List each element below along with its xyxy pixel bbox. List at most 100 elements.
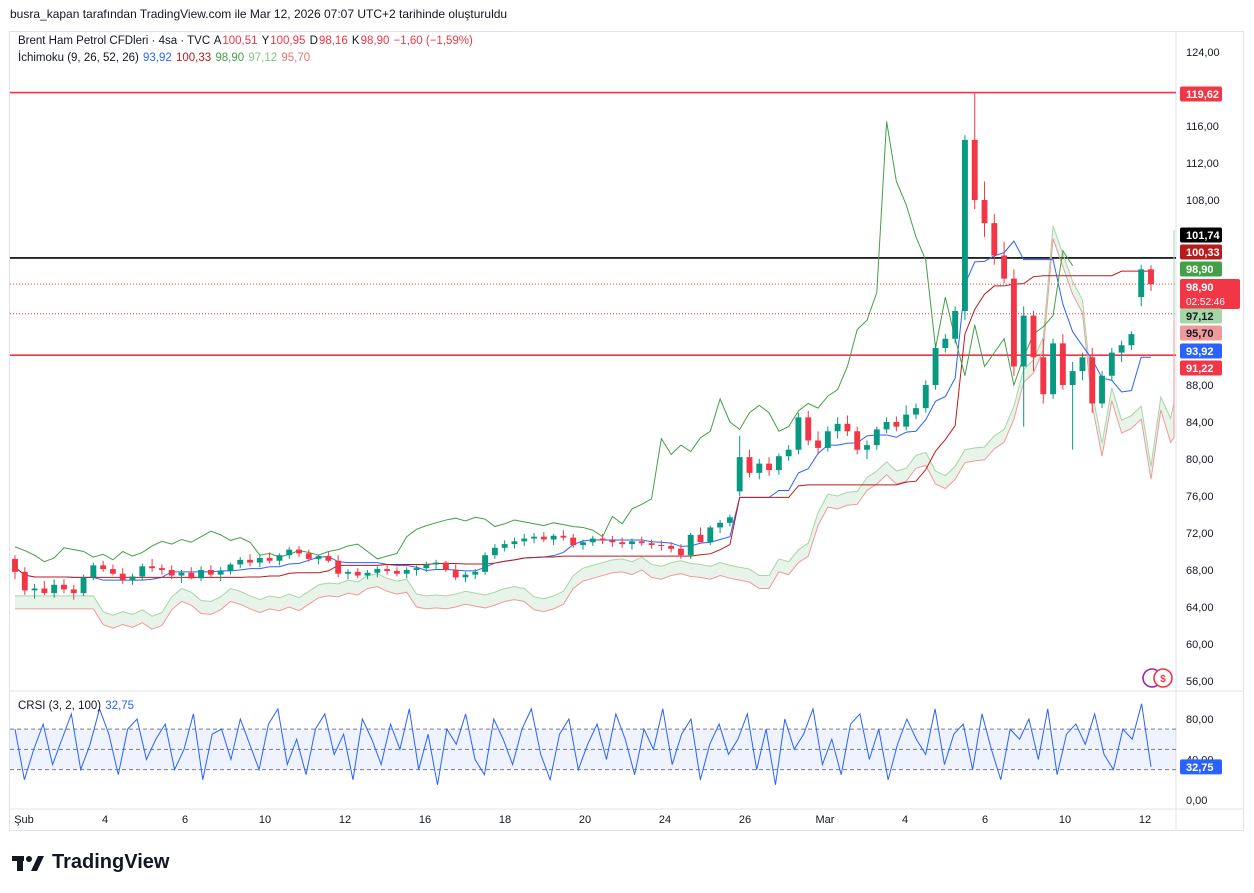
candle-body [1108, 352, 1115, 376]
candle [961, 135, 968, 321]
candle-body [90, 565, 97, 578]
candle [1138, 264, 1145, 307]
candle [354, 568, 361, 579]
candle-body [139, 566, 146, 577]
crsi-value: 32,75 [105, 700, 135, 712]
candle-body [589, 538, 596, 543]
candle [129, 573, 136, 585]
tradingview-logo[interactable]: TradingView [12, 851, 169, 874]
time-axis-label: 10 [1059, 814, 1071, 826]
candle [70, 584, 77, 600]
candle [227, 562, 234, 575]
candle [482, 552, 489, 575]
candle [746, 449, 753, 478]
candle [217, 567, 224, 582]
candle [393, 567, 400, 577]
candle [981, 181, 988, 237]
candle [854, 426, 861, 455]
candle-body [570, 537, 577, 546]
price-axis-tick: 80,00 [1186, 454, 1214, 466]
candle-body [1059, 343, 1066, 385]
time-axis-label: Şub [14, 814, 34, 826]
leading-span-b-line [15, 238, 1175, 630]
ichimoku-name[interactable]: İchimoku (9, 26, 52, 26) [18, 52, 139, 64]
price-badge-bg [1180, 325, 1222, 341]
lagging-span-line [14, 121, 1074, 563]
price-badge: 101,74 [1180, 227, 1222, 243]
candle [1079, 352, 1086, 381]
candle-body [903, 414, 910, 427]
candle [824, 426, 831, 452]
candle [511, 537, 518, 549]
svg-text:$: $ [1160, 674, 1166, 685]
time-axis-label: 12 [1139, 814, 1151, 826]
candle-body [100, 565, 107, 570]
time-axis-label: 6 [182, 814, 188, 826]
candle-body [795, 417, 802, 450]
candle [61, 579, 67, 594]
time-axis-label: 4 [102, 814, 108, 826]
candle-body [472, 571, 479, 575]
candle-body [21, 571, 28, 591]
candle-body [198, 570, 205, 579]
candle-body [237, 559, 244, 565]
candle [462, 571, 469, 583]
candle [198, 566, 205, 582]
candle-body [638, 541, 645, 544]
candle-body [1079, 357, 1086, 372]
candle-body [1010, 278, 1017, 367]
candle [1108, 348, 1115, 381]
crsi-name[interactable]: CRSI (3, 2, 100) [18, 700, 102, 712]
time-axis-label: 26 [739, 814, 751, 826]
candle [1001, 241, 1008, 284]
candle-body [188, 572, 195, 579]
candle-body [893, 422, 900, 427]
candle-body [785, 449, 792, 457]
candle [315, 554, 322, 565]
candle [1089, 348, 1096, 413]
candle-body [335, 560, 342, 574]
candle-body [423, 564, 430, 569]
time-axis-label: 20 [579, 814, 591, 826]
price-axis-tick: 116,00 [1186, 121, 1219, 133]
candle-body [913, 408, 919, 415]
candle [648, 539, 655, 549]
time-axis-label: Mar [816, 814, 835, 826]
candle-body [580, 542, 586, 546]
price-axis-tick: 88,00 [1186, 380, 1214, 392]
candle [883, 417, 890, 434]
candle [834, 417, 841, 439]
crsi-badge-bg [1180, 759, 1222, 775]
crsi-line [14, 703, 1152, 785]
candle-body [501, 544, 508, 548]
price-badge: 100,33 [1180, 244, 1222, 260]
candle-body [736, 457, 743, 492]
candle-body [511, 541, 518, 545]
candle [1010, 269, 1017, 376]
candle [864, 440, 870, 459]
candle [90, 562, 97, 581]
candle-body [384, 569, 391, 571]
candle [442, 560, 449, 572]
candle-body [609, 540, 616, 543]
candle [1099, 371, 1105, 409]
candle-body [1020, 315, 1027, 367]
candle-body [971, 139, 978, 200]
symbol-name[interactable]: Brent Ham Petrol CFDleri · 4sa · TVC [18, 35, 211, 47]
candle [570, 533, 577, 548]
price-axis-tick: 76,00 [1186, 491, 1214, 503]
currency-icon[interactable]: $ [1142, 668, 1173, 688]
candle [139, 563, 146, 581]
candle-body [658, 545, 665, 547]
candle-body [677, 548, 684, 556]
price-badge-value: 98,90 [1186, 282, 1214, 294]
candle [335, 555, 342, 578]
candle-body [1001, 255, 1008, 279]
crsi-axis-tick: 0,00 [1186, 795, 1207, 807]
candle [403, 567, 410, 579]
price-badge-bg [1180, 261, 1222, 277]
candle [286, 546, 293, 559]
candle-body [834, 423, 841, 432]
candle [619, 537, 626, 548]
